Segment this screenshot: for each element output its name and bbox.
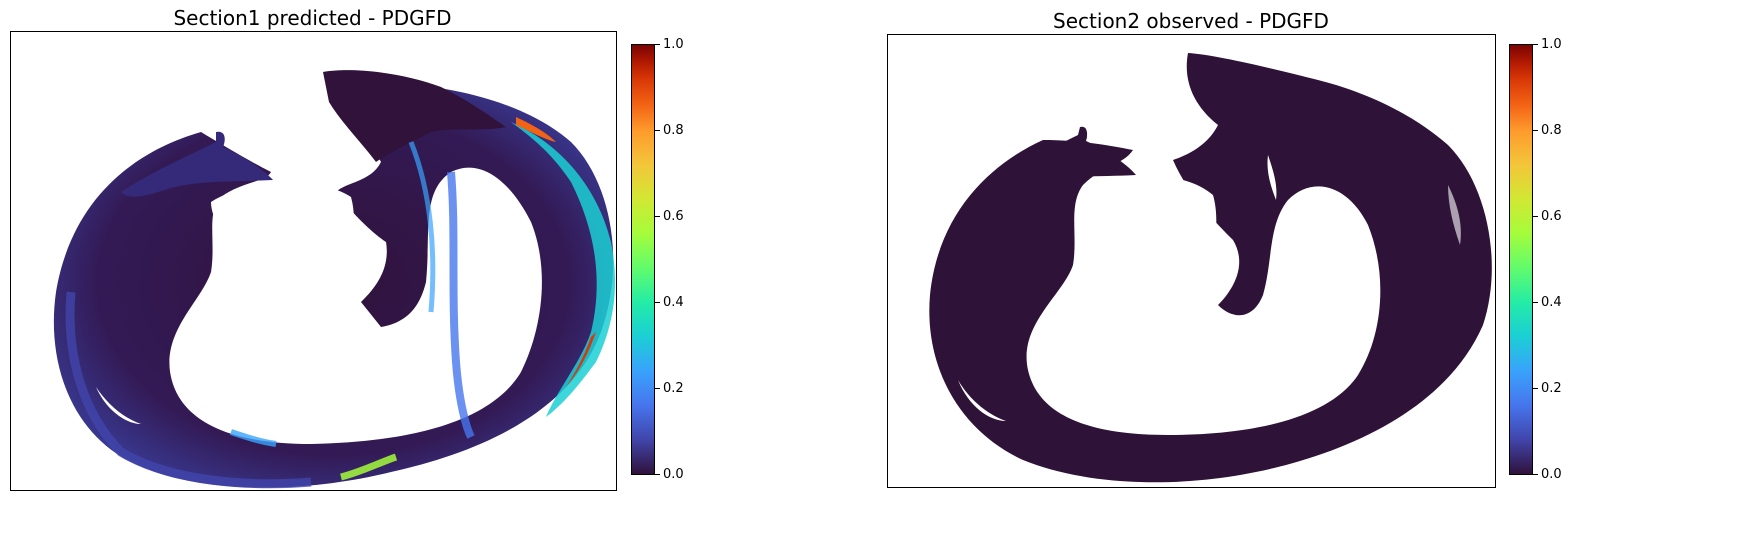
panel1-heart-section-map xyxy=(53,70,616,489)
panel2-plot-area xyxy=(887,34,1496,488)
panel2-colorbar xyxy=(1509,44,1533,475)
panel1-plot-area xyxy=(10,31,617,491)
panel1-cbar-tick-3: 0.6 xyxy=(663,209,684,224)
panel2-cbar-tick-0: 0.0 xyxy=(1541,467,1562,482)
panel2-heart-section-map xyxy=(929,53,1492,483)
panel1-cbar-tick-1: 0.2 xyxy=(663,381,684,396)
panel2-cbar-tick-1: 0.2 xyxy=(1541,381,1562,396)
panel2-cbar-tick-4: 0.8 xyxy=(1541,123,1562,138)
panel2-cbar-tick-2: 0.4 xyxy=(1541,295,1562,310)
panel1-title: Section1 predicted - PDGFD xyxy=(173,6,452,30)
panel1-tissue-flap xyxy=(121,131,273,197)
panel2-cbar-tick-3: 0.6 xyxy=(1541,209,1562,224)
panel1-cbar-tick-4: 0.8 xyxy=(663,123,684,138)
panel1-colorbar xyxy=(631,44,655,475)
panel2-title: Section2 observed - PDGFD xyxy=(1053,9,1329,33)
panel1-cbar-tick-0: 0.0 xyxy=(663,467,684,482)
panel1-cbar-tick-2: 0.4 xyxy=(663,295,684,310)
panel2-cbar-tick-5: 1.0 xyxy=(1541,37,1562,52)
panel1-cbar-tick-5: 1.0 xyxy=(663,37,684,52)
